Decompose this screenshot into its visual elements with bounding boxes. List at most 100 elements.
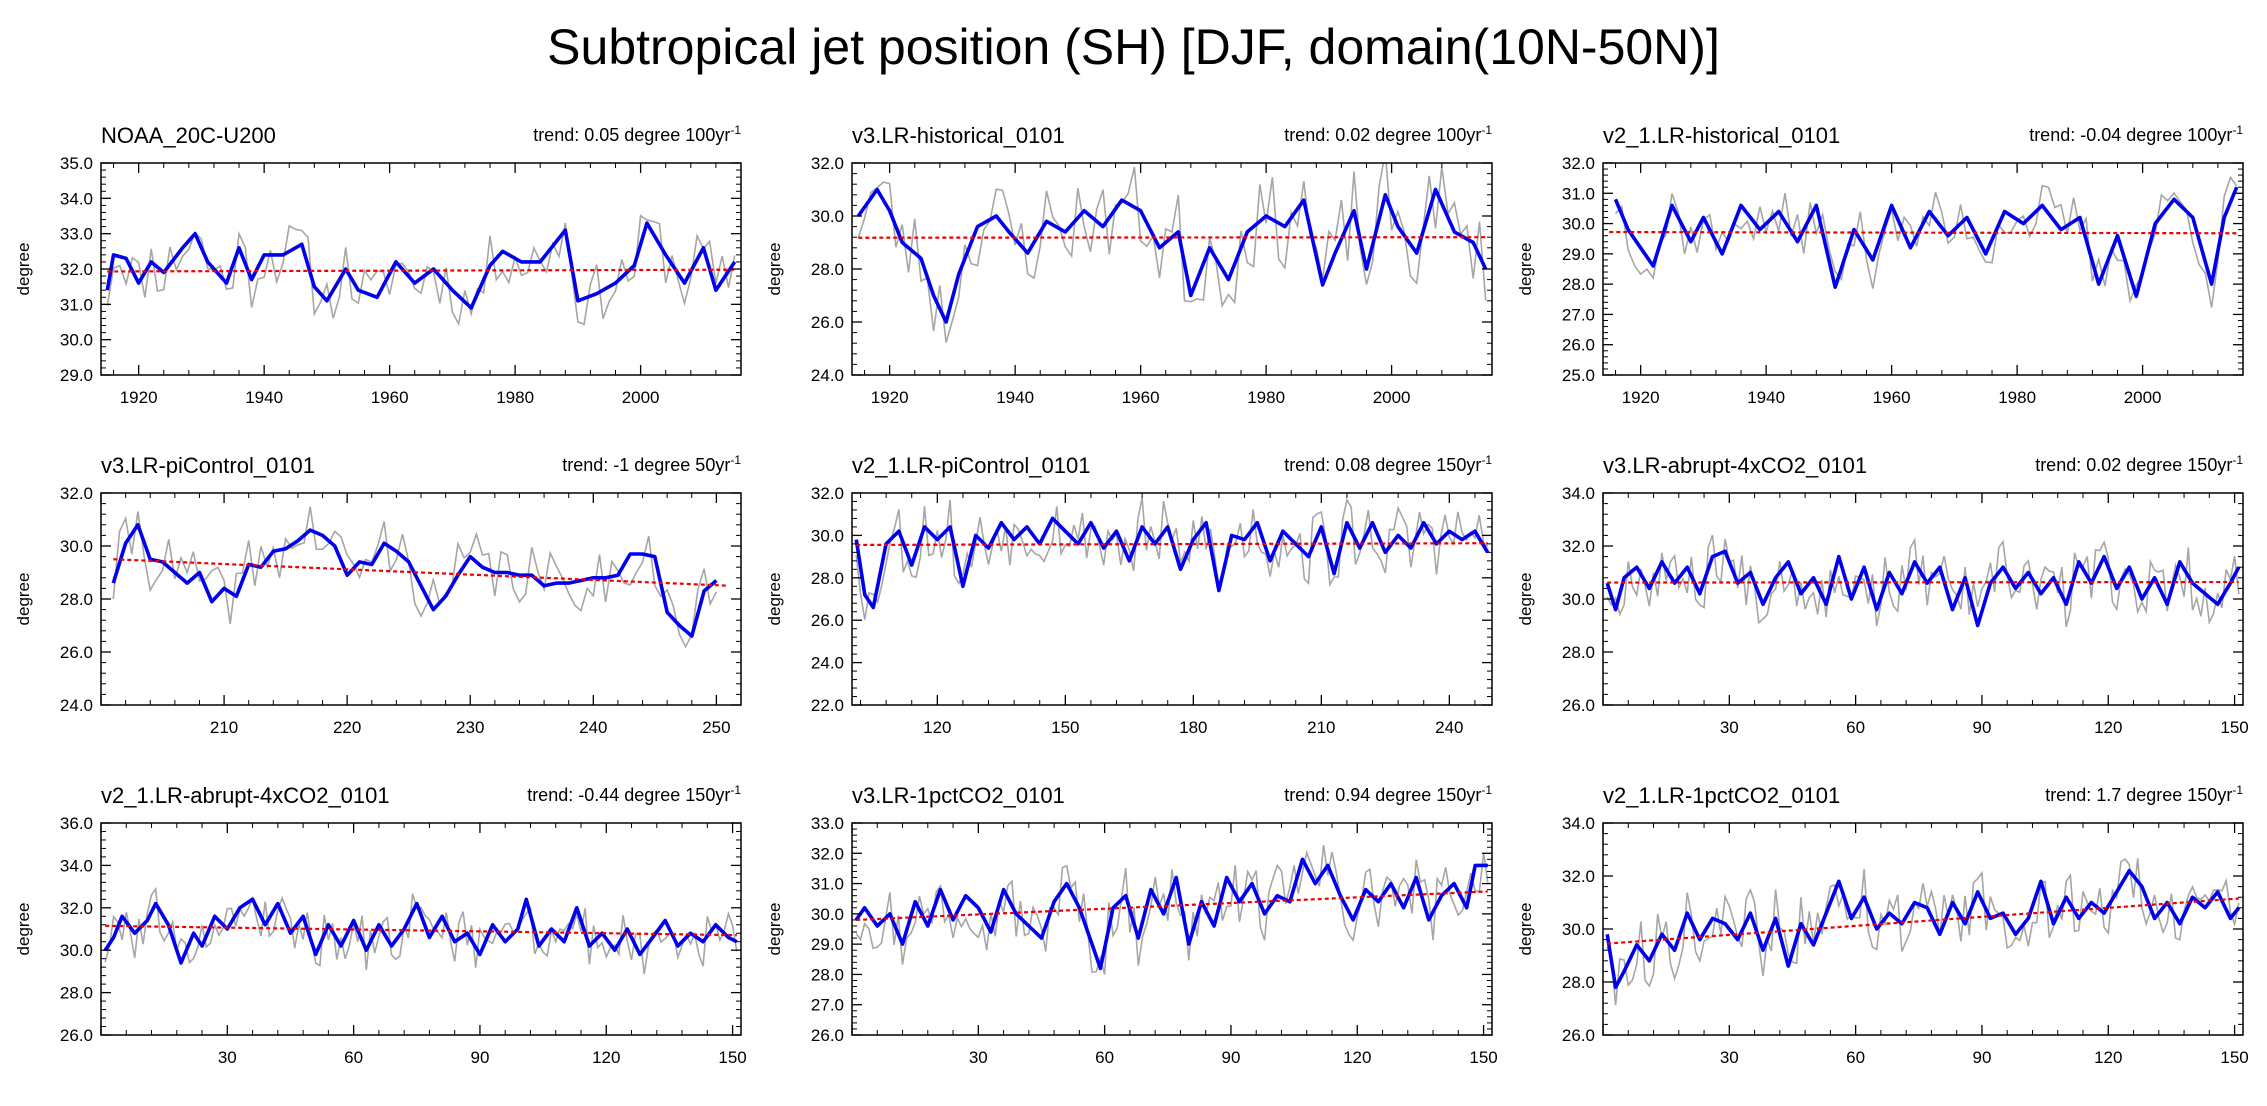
y-axis-label: degree	[1516, 903, 1535, 956]
y-tick-label: 28.0	[60, 590, 93, 609]
plot-area	[1605, 534, 2241, 628]
x-tick-label: 1980	[1998, 388, 2036, 407]
raw-series-line	[855, 497, 1489, 620]
y-tick-label: 31.0	[60, 295, 93, 314]
x-tick-label: 30	[1720, 1048, 1739, 1067]
x-tick-label: 120	[923, 718, 951, 737]
y-tick-label: 32.0	[1562, 537, 1595, 556]
x-tick-label: 1960	[371, 388, 409, 407]
y-tick-label: 28.0	[1562, 275, 1595, 294]
plot-area	[854, 844, 1489, 975]
y-tick-label: 31.0	[811, 875, 844, 894]
x-tick-label: 1920	[1622, 388, 1660, 407]
plot-frame	[100, 162, 742, 376]
y-tick-label: 26.0	[811, 611, 844, 630]
y-tick-label: 26.0	[1562, 336, 1595, 355]
plot-area	[105, 214, 737, 327]
y-tick-label: 29.0	[1562, 245, 1595, 264]
panel-8: v3.LR-1pctCO2_0101 trend: 0.94 degree 150…	[765, 783, 1498, 1067]
panel-title: v3.LR-abrupt-4xCO2_0101	[1603, 453, 1867, 478]
trend-label: trend: 0.94 degree 150yr-1	[1284, 783, 1492, 805]
trend-line	[856, 542, 1488, 547]
y-tick-label: 34.0	[1562, 484, 1595, 503]
panel-title: v2_1.LR-piControl_0101	[852, 453, 1091, 478]
raw-series-line	[1614, 175, 2238, 308]
y-tick-label: 25.0	[1562, 366, 1595, 385]
y-tick-label: 28.0	[811, 260, 844, 279]
trend-line	[1607, 580, 2239, 584]
y-tick-label: 32.0	[60, 484, 93, 503]
x-tick-label: 90	[1972, 718, 1991, 737]
y-tick-label: 28.0	[1562, 643, 1595, 662]
y-axis-label: degree	[14, 243, 33, 296]
y-tick-label: 30.0	[811, 905, 844, 924]
x-tick-label: 1960	[1122, 388, 1160, 407]
plot-frame	[100, 492, 742, 706]
x-tick-label: 1920	[120, 388, 158, 407]
x-tick-label: 2000	[1373, 388, 1411, 407]
trend-label: trend: 0.02 degree 150yr-1	[2035, 453, 2243, 475]
x-tick-label: 210	[1307, 718, 1335, 737]
raw-series-line	[1606, 858, 2240, 1006]
figure-title: Subtropical jet position (SH) [DJF, doma…	[547, 19, 1720, 75]
y-tick-label: 32.0	[811, 154, 844, 173]
trend-line	[856, 890, 1488, 922]
raw-series-line	[857, 163, 1487, 343]
x-tick-label: 1940	[996, 388, 1034, 407]
panel-1: NOAA_20C-U200 trend: 0.05 degree 100yr-1 d…	[14, 123, 742, 407]
y-tick-label: 28.0	[1562, 973, 1595, 992]
plot-area	[856, 163, 1488, 343]
panel-4: v3.LR-piControl_0101 trend: -1 degree 50y…	[14, 453, 742, 737]
trend-label: trend: 0.02 degree 100yr-1	[1284, 123, 1492, 145]
trend-label: trend: -0.44 degree 150yr-1	[527, 783, 741, 805]
trend-label: trend: 0.08 degree 150yr-1	[1284, 453, 1492, 475]
x-tick-label: 1980	[496, 388, 534, 407]
y-tick-label: 26.0	[1562, 696, 1595, 715]
y-tick-label: 30.0	[60, 537, 93, 556]
plot-frame	[851, 822, 1493, 1036]
x-tick-label: 120	[592, 1048, 620, 1067]
y-tick-label: 30.0	[811, 207, 844, 226]
x-tick-label: 2000	[2124, 388, 2162, 407]
x-tick-label: 60	[1846, 1048, 1865, 1067]
smoothed-series-line	[103, 897, 738, 965]
trend-line	[1609, 230, 2237, 235]
smoothed-series-line	[1613, 186, 2239, 299]
x-tick-label: 150	[2220, 1048, 2248, 1067]
y-tick-label: 32.0	[811, 484, 844, 503]
y-tick-label: 32.0	[811, 844, 844, 863]
panel-6: v3.LR-abrupt-4xCO2_0101 trend: 0.02 degre…	[1516, 453, 2249, 737]
plot-area	[854, 497, 1490, 620]
y-tick-label: 29.0	[811, 935, 844, 954]
x-tick-label: 1940	[1747, 388, 1785, 407]
plot-frame	[100, 822, 742, 1036]
x-tick-label: 120	[1343, 1048, 1371, 1067]
y-tick-label: 22.0	[811, 696, 844, 715]
trend-label: trend: 1.7 degree 150yr-1	[2045, 783, 2243, 805]
plot-frame	[851, 492, 1493, 706]
x-tick-label: 120	[2094, 1048, 2122, 1067]
x-tick-label: 150	[2220, 718, 2248, 737]
trend-label: trend: -0.04 degree 100yr-1	[2029, 123, 2243, 145]
y-tick-label: 36.0	[60, 814, 93, 833]
trend-line	[105, 924, 737, 937]
plot-frame	[851, 162, 1493, 376]
x-tick-label: 150	[718, 1048, 746, 1067]
y-tick-label: 27.0	[811, 996, 844, 1015]
y-axis-label: degree	[14, 903, 33, 956]
y-tick-label: 30.0	[60, 941, 93, 960]
y-tick-label: 32.0	[1562, 154, 1595, 173]
x-tick-label: 240	[579, 718, 607, 737]
y-tick-label: 26.0	[811, 1026, 844, 1045]
y-axis-label: degree	[765, 243, 784, 296]
y-tick-label: 24.0	[811, 366, 844, 385]
y-tick-label: 26.0	[60, 1026, 93, 1045]
y-tick-label: 28.0	[60, 984, 93, 1003]
x-tick-label: 90	[1972, 1048, 1991, 1067]
x-tick-label: 30	[218, 1048, 237, 1067]
x-tick-label: 120	[2094, 718, 2122, 737]
panel-3: v2_1.LR-historical_0101 trend: -0.04 degr…	[1516, 123, 2244, 407]
y-tick-label: 24.0	[811, 654, 844, 673]
plot-frame	[1602, 162, 2244, 376]
plot-area	[1609, 175, 2239, 308]
